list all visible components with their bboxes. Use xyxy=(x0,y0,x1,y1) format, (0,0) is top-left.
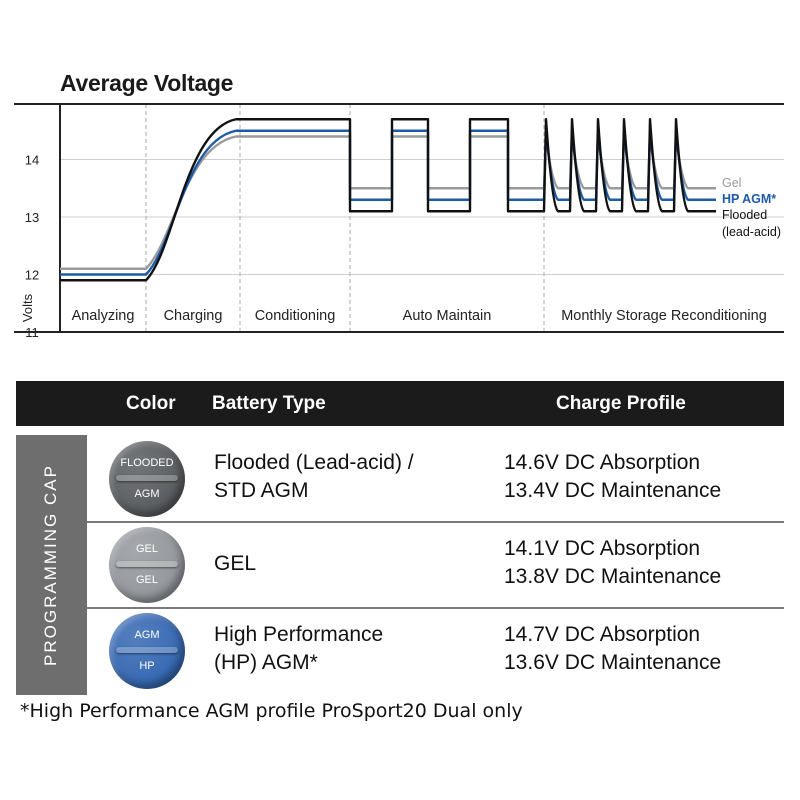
header-charge-profile: Charge Profile xyxy=(556,393,686,414)
hp-agm-cap-icon: AGM HP xyxy=(109,613,185,689)
battery-type: High Performance (HP) AGM* xyxy=(214,621,383,677)
cap-top-label: GEL xyxy=(135,543,158,555)
charge-profile: 14.1V DC Absorption 13.8V DC Maintenance xyxy=(504,535,721,591)
y-tick-label: 14 xyxy=(25,153,39,168)
battery-type-line1: GEL xyxy=(214,552,257,575)
y-tick-label: 11 xyxy=(25,325,39,340)
legend-label: Gel xyxy=(722,176,741,190)
gel-cap-icon: GEL GEL xyxy=(109,527,185,603)
phase-label: Auto Maintain xyxy=(403,308,492,324)
header-color: Color xyxy=(126,393,176,414)
cap-band xyxy=(116,475,178,481)
footnote: *High Performance AGM profile ProSport20… xyxy=(20,700,523,722)
programming-cap-label: PROGRAMMING CAP xyxy=(41,464,60,666)
header-battery-type: Battery Type xyxy=(212,393,326,414)
absorption-voltage: 14.1V DC Absorption xyxy=(504,537,701,560)
cap-top-label: AGM xyxy=(134,629,160,641)
legend-label: (lead-acid) xyxy=(722,225,781,239)
cap-bottom-label: GEL xyxy=(135,574,158,586)
battery-type-line2: STD AGM xyxy=(214,479,309,502)
programming-cap-bar xyxy=(16,435,87,695)
phase-label: Charging xyxy=(164,308,223,324)
battery-type: GEL xyxy=(214,550,256,578)
maintenance-voltage: 13.6V DC Maintenance xyxy=(504,651,722,674)
cap-top-label: FLOODED xyxy=(120,457,174,469)
series-line-hp-agm xyxy=(60,129,716,276)
phase-label: Monthly Storage Reconditioning xyxy=(561,308,767,324)
table-row: GEL GEL GEL 14.1V DC Absorption 13.8V DC… xyxy=(87,521,784,609)
battery-type: Flooded (Lead-acid) / STD AGM xyxy=(214,449,414,505)
series-line-flooded-lead-acid xyxy=(60,118,716,282)
table-row: AGM HP High Performance (HP) AGM* 14.7V … xyxy=(87,607,784,693)
cap-bottom-label: HP xyxy=(139,660,155,672)
battery-type-line2: (HP) AGM* xyxy=(214,651,318,674)
table-header: Color Battery Type Charge Profile xyxy=(16,381,784,426)
charge-profile: 14.6V DC Absorption 13.4V DC Maintenance xyxy=(504,449,721,505)
phase-label: Analyzing xyxy=(72,308,135,324)
voltage-chart: 11 12 13 14 Volts Analyzing Charging Conditioni… xyxy=(14,103,784,340)
cap-bottom-label: AGM xyxy=(134,488,160,500)
series-line-gel xyxy=(60,135,716,270)
charge-profile: 14.7V DC Absorption 13.6V DC Maintenance xyxy=(504,621,721,677)
absorption-voltage: 14.6V DC Absorption xyxy=(504,451,701,474)
cap-band xyxy=(116,561,178,567)
legend-label: Flooded xyxy=(722,208,767,222)
chart-title: Average Voltage xyxy=(60,70,234,96)
maintenance-voltage: 13.8V DC Maintenance xyxy=(504,565,722,588)
y-axis-label: Volts xyxy=(20,293,35,322)
maintenance-voltage: 13.4V DC Maintenance xyxy=(504,479,722,502)
legend-label: HP AGM* xyxy=(722,192,776,206)
battery-type-line1: High Performance xyxy=(214,623,384,646)
phase-label: Conditioning xyxy=(255,308,336,324)
battery-type-line1: Flooded (Lead-acid) / xyxy=(214,451,414,474)
absorption-voltage: 14.7V DC Absorption xyxy=(504,623,701,646)
flooded-agm-cap-icon: FLOODED AGM xyxy=(109,441,185,517)
y-tick-label: 12 xyxy=(25,268,39,283)
y-tick-label: 13 xyxy=(25,210,39,225)
cap-band xyxy=(116,647,178,653)
table-row: FLOODED AGM Flooded (Lead-acid) / STD AG… xyxy=(87,435,784,523)
